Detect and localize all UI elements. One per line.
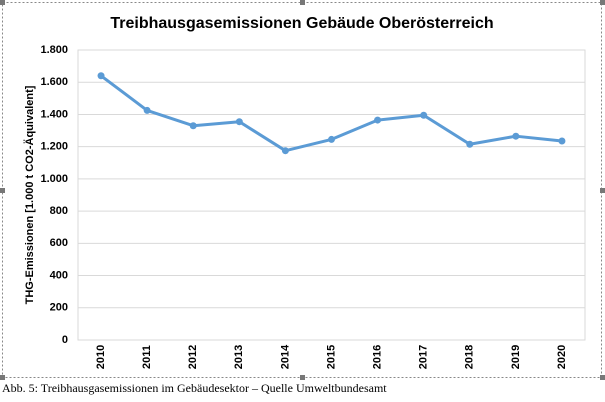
x-tick-label: 2014 (279, 344, 291, 369)
marker (558, 137, 566, 145)
caption: Abb. 5: Treibhausgasemissionen im Gebäud… (2, 381, 387, 395)
plot-area (77, 49, 586, 341)
marker (512, 132, 520, 140)
y-tick-label: 1.200 (40, 141, 68, 153)
marker (235, 118, 243, 126)
y-tick-label: 1.600 (40, 76, 68, 88)
handle (0, 188, 5, 193)
marker (420, 111, 428, 119)
x-tick-label: 2018 (464, 345, 476, 369)
handle (0, 375, 5, 380)
x-tick-label: 2016 (371, 345, 383, 369)
handle (300, 375, 305, 380)
x-tick-label: 2010 (95, 345, 107, 369)
handle (600, 375, 605, 380)
y-tick-label: 200 (50, 302, 68, 314)
x-tick-label: 2017 (418, 345, 430, 369)
y-tick-label: 1.000 (40, 173, 68, 185)
x-tick-label: 2015 (325, 345, 337, 369)
y-tick-label: 0 (62, 334, 68, 346)
selection-frame (2, 2, 602, 378)
x-tick-label: 2013 (233, 345, 245, 369)
marker (189, 122, 197, 130)
marker (143, 106, 151, 114)
marker (97, 72, 105, 80)
marker (374, 116, 382, 124)
y-tick-label: 800 (50, 205, 68, 217)
handle (600, 0, 605, 5)
marker (281, 147, 289, 155)
x-tick-label: 2020 (556, 345, 568, 369)
y-axis-label: THG-Emissionen [1.000 t CO2-Äquivalent] (23, 85, 36, 304)
handle (300, 0, 305, 5)
x-tick-label: 2011 (141, 345, 153, 369)
handle (0, 0, 5, 5)
y-tick-label: 1.400 (40, 108, 68, 120)
y-tick-label: 400 (50, 269, 68, 281)
marker (328, 135, 335, 143)
y-tick-label: 600 (50, 237, 68, 249)
x-tick-label: 2012 (187, 345, 199, 369)
y-tick-label: 1.800 (40, 44, 68, 56)
handle (600, 188, 605, 193)
marker (466, 140, 474, 148)
chart-title: Treibhausgasemissionen Gebäude Oberöster… (110, 15, 493, 32)
x-tick-label: 2019 (510, 345, 522, 369)
